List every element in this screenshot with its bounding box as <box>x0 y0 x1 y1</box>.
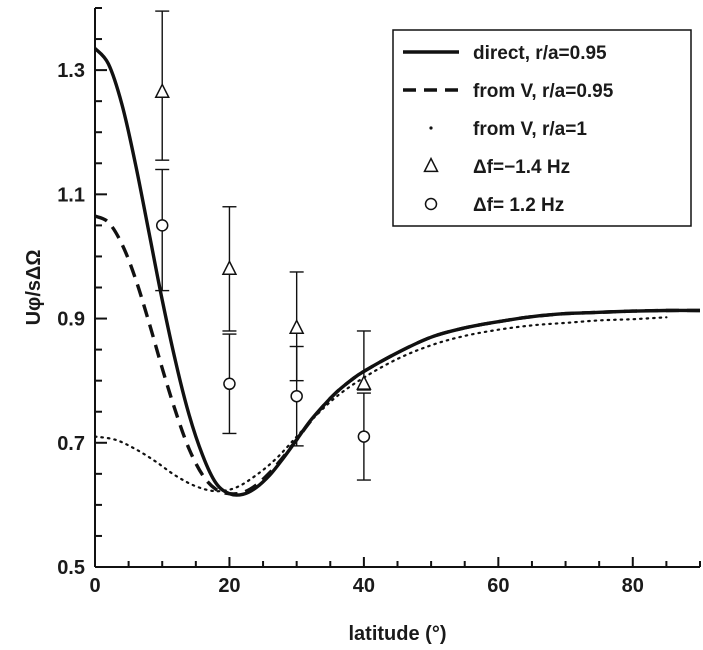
triangle-marker <box>356 374 372 390</box>
legend-label: Δf=−1.4 Hz <box>473 157 570 178</box>
legend-label: from V, r/a=0.95 <box>473 81 614 102</box>
y-tick-label: 0.5 <box>57 557 85 579</box>
x-tick-label: 0 <box>89 575 100 597</box>
x-axis-label: latitude (°) <box>349 623 447 645</box>
legend-triangle-marker <box>423 156 439 173</box>
triangle-marker <box>288 318 305 335</box>
circle-marker <box>290 389 303 403</box>
y-tick-label: 1.1 <box>57 184 85 206</box>
legend-label: Δf= 1.2 Hz <box>473 195 564 216</box>
y-tick-label: 0.7 <box>57 433 85 455</box>
x-tick-label: 80 <box>622 575 644 597</box>
y-tick-label: 1.3 <box>57 60 85 82</box>
x-tick-label: 40 <box>353 575 375 597</box>
triangle-marker <box>154 82 170 98</box>
legend-box <box>392 29 692 227</box>
legend-label: direct, r/a=0.95 <box>473 43 607 64</box>
circle-marker <box>155 219 169 232</box>
legend-label: from V, r/a=1 <box>473 119 587 140</box>
legend-circle-marker <box>424 197 438 211</box>
x-tick-label: 20 <box>218 575 240 597</box>
legend-symbol-dotted <box>429 126 433 130</box>
circle-marker <box>223 377 236 391</box>
circle-marker <box>357 430 371 443</box>
y-axis-label: Uφ/sΔΩ <box>23 250 45 326</box>
triangle-marker <box>221 259 238 276</box>
series-line-3 <box>95 316 668 493</box>
x-tick-label: 60 <box>487 575 509 597</box>
series-line-2 <box>95 214 700 496</box>
y-tick-label: 0.9 <box>57 309 85 331</box>
